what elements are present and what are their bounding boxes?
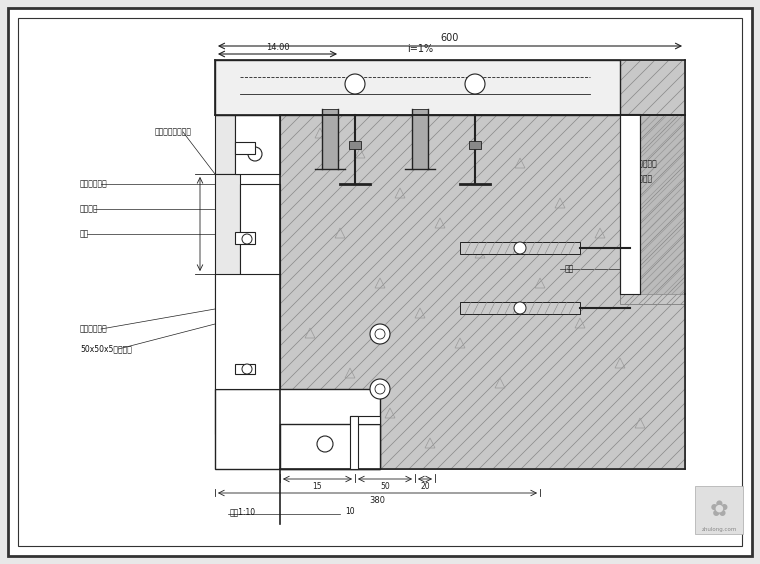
Text: 14.00: 14.00 bbox=[266, 43, 290, 52]
Text: 不锈钢干挂件: 不锈钢干挂件 bbox=[80, 324, 108, 333]
Circle shape bbox=[242, 364, 252, 374]
Circle shape bbox=[375, 384, 385, 394]
Polygon shape bbox=[215, 60, 685, 115]
Bar bbox=[460, 302, 580, 314]
Circle shape bbox=[317, 436, 333, 452]
Text: 石材中间胶粉板层: 石材中间胶粉板层 bbox=[155, 127, 192, 136]
Circle shape bbox=[248, 147, 262, 161]
Text: 20: 20 bbox=[420, 482, 430, 491]
Text: 不锈钢干挂件: 不锈钢干挂件 bbox=[80, 179, 108, 188]
Text: 600: 600 bbox=[441, 33, 459, 43]
Text: 50: 50 bbox=[380, 482, 390, 491]
Bar bbox=[460, 242, 580, 254]
Bar bbox=[235, 232, 255, 244]
Polygon shape bbox=[640, 115, 685, 294]
Text: 碎石混凝土: 碎石混凝土 bbox=[630, 174, 653, 183]
Text: ✿: ✿ bbox=[710, 500, 728, 520]
Bar bbox=[349, 141, 361, 149]
Polygon shape bbox=[620, 294, 685, 304]
Text: 50x50x5镀锌角钢: 50x50x5镀锌角钢 bbox=[80, 345, 132, 354]
Bar bbox=[240, 184, 280, 284]
Text: 380: 380 bbox=[369, 496, 385, 505]
Text: 比例1:10: 比例1:10 bbox=[230, 508, 256, 517]
Circle shape bbox=[242, 234, 252, 244]
Bar bbox=[620, 114, 640, 294]
Polygon shape bbox=[280, 115, 685, 469]
Bar bbox=[280, 424, 380, 469]
Text: 10: 10 bbox=[345, 508, 355, 517]
Bar bbox=[215, 174, 240, 314]
Bar bbox=[695, 486, 743, 534]
Bar bbox=[350, 416, 380, 424]
Bar bbox=[350, 416, 358, 469]
Circle shape bbox=[375, 329, 385, 339]
Circle shape bbox=[345, 74, 365, 94]
Bar bbox=[215, 314, 240, 434]
Circle shape bbox=[370, 324, 390, 344]
Text: i=1%: i=1% bbox=[407, 44, 433, 54]
Circle shape bbox=[465, 74, 485, 94]
Bar bbox=[215, 115, 235, 174]
Bar bbox=[215, 274, 280, 389]
Bar bbox=[215, 60, 620, 115]
Bar bbox=[235, 115, 280, 174]
Bar bbox=[322, 109, 338, 169]
Text: zhulong.com: zhulong.com bbox=[701, 527, 736, 531]
Text: 螺钉: 螺钉 bbox=[565, 265, 575, 274]
Bar bbox=[412, 109, 428, 169]
Text: 15: 15 bbox=[312, 482, 322, 491]
Circle shape bbox=[514, 242, 526, 254]
Text: 底板胶板: 底板胶板 bbox=[80, 205, 99, 214]
Text: 细木工装基层: 细木工装基层 bbox=[630, 160, 657, 169]
Bar bbox=[469, 141, 481, 149]
Circle shape bbox=[514, 302, 526, 314]
Text: 石材: 石材 bbox=[80, 230, 89, 239]
Bar bbox=[235, 364, 255, 374]
Circle shape bbox=[370, 379, 390, 399]
Bar bbox=[215, 389, 380, 469]
Bar bbox=[235, 142, 255, 154]
